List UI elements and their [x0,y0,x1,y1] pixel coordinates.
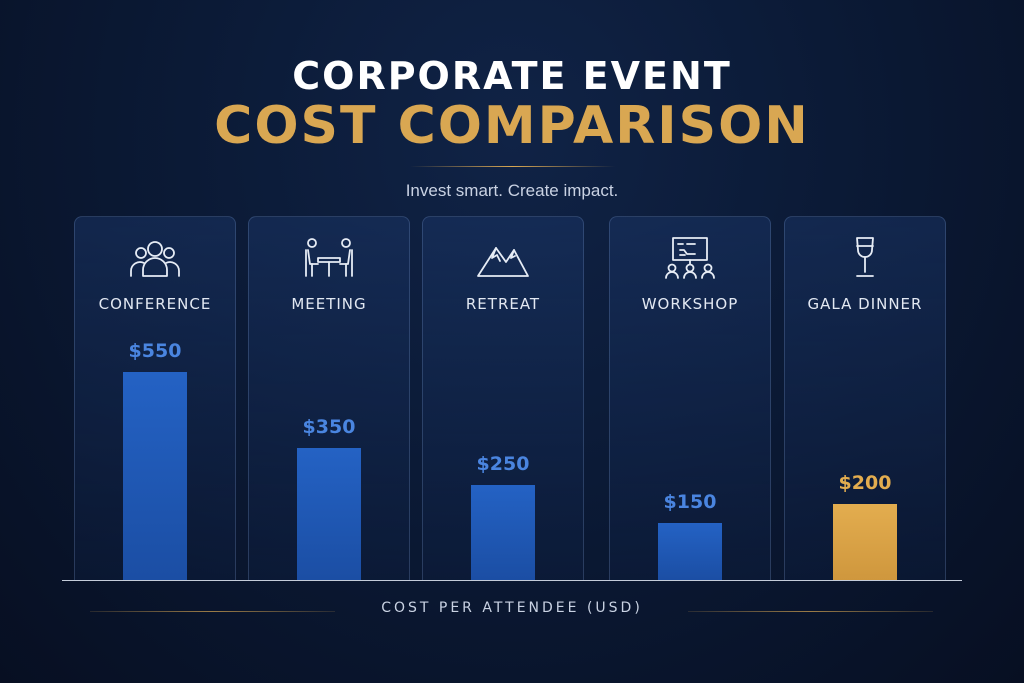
value-label: $150 [663,491,717,513]
chart-title-line2: COST COMPARISON [214,96,810,156]
category-label: WORKSHOP [641,295,739,313]
value-label: $250 [476,453,530,475]
wine-glass-icon [838,236,892,280]
people-group-icon [128,236,182,280]
category-panel [609,216,771,580]
meeting-table-icon [302,236,356,280]
title-divider [410,166,615,167]
bar-conference [123,372,187,580]
bar-workshop [658,523,722,580]
mountains-icon [476,236,530,280]
value-label: $550 [128,340,182,362]
value-label: $200 [838,472,892,494]
x-axis-rule-left [90,611,335,612]
bar-gala-dinner [833,504,897,580]
category-label: MEETING [291,295,367,313]
bar-retreat [471,485,535,580]
chart-title-line1: CORPORATE EVENT [292,54,732,98]
x-axis-label: COST PER ATTENDEE (USD) [381,600,643,616]
category-label: GALA DINNER [807,295,923,313]
chart-baseline [62,580,962,581]
bar-meeting [297,448,361,580]
category-label: CONFERENCE [98,295,212,313]
category-label: RETREAT [465,295,541,313]
presentation-board-icon [663,236,717,280]
x-axis-rule-right [688,611,933,612]
value-label: $350 [302,416,356,438]
chart-subtitle: Invest smart. Create impact. [405,181,619,200]
